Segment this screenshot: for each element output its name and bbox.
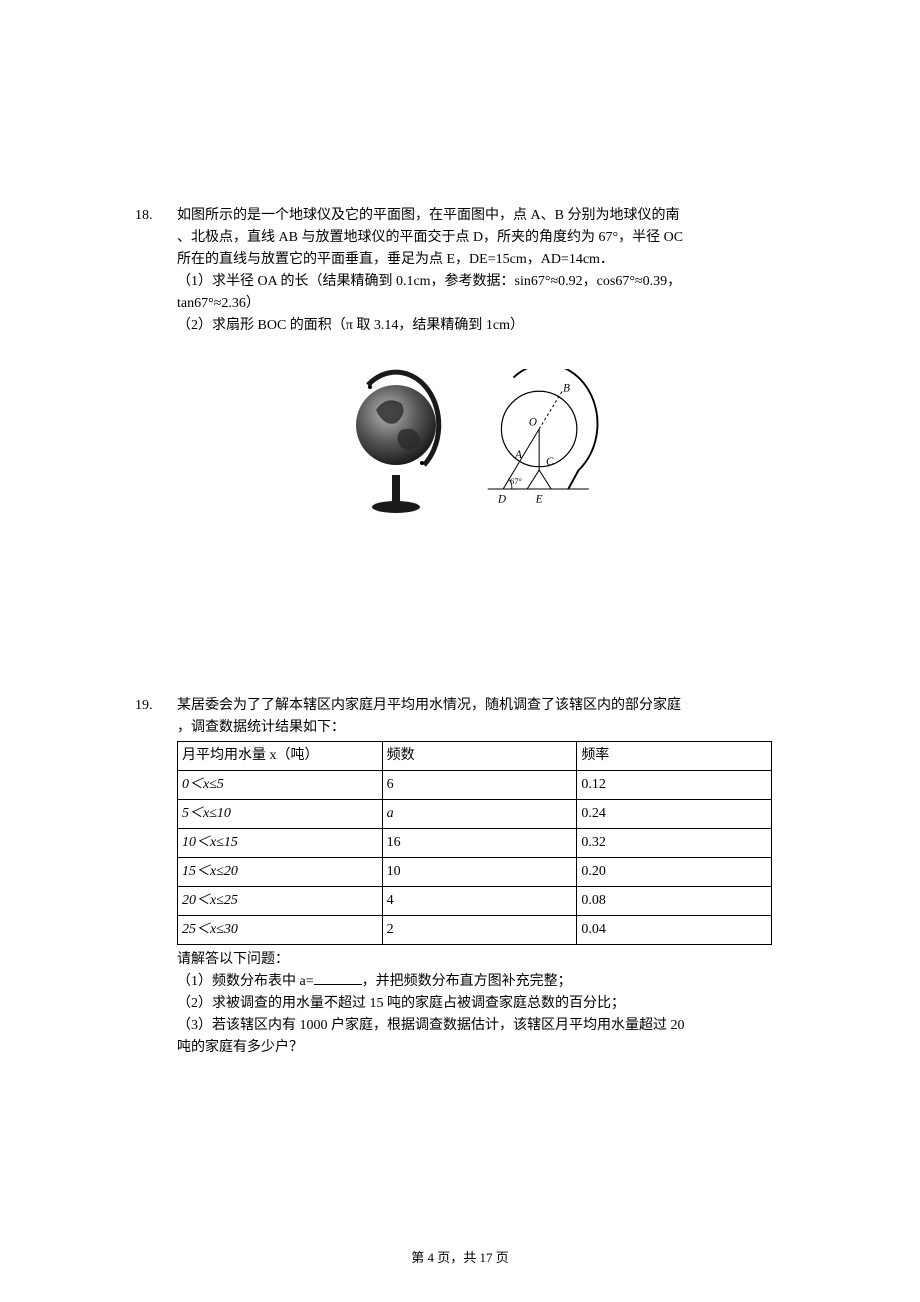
problem-19-body: 某居委会为了了解本辖区内家庭月平均用水情况，随机调查了该辖区内的部分家庭 ，调查… bbox=[177, 695, 775, 1059]
table-row: 20＜x≤25 4 0.08 bbox=[178, 887, 772, 916]
p19-after-5: 吨的家庭有多少户？ bbox=[177, 1037, 775, 1059]
p19-line-2: ，调查数据统计结果如下： bbox=[177, 717, 775, 739]
label-D: D bbox=[497, 494, 506, 506]
p19-after-1: 请解答以下问题： bbox=[177, 949, 775, 971]
problem-19: 19. 某居委会为了了解本辖区内家庭月平均用水情况，随机调查了该辖区内的部分家庭… bbox=[135, 695, 775, 1059]
frequency-table: 月平均用水量 x（吨） 频数 频率 0＜x≤5 6 0.12 5＜x≤10 a … bbox=[177, 741, 772, 945]
p19-after-4: （3）若该辖区内有 1000 户家庭，根据调查数据估计，该辖区月平均用水量超过 … bbox=[177, 1015, 775, 1037]
p19-line-1: 某居委会为了了解本辖区内家庭月平均用水情况，随机调查了该辖区内的部分家庭 bbox=[177, 695, 775, 717]
label-E: E bbox=[535, 494, 543, 506]
table-header-row: 月平均用水量 x（吨） 频数 频率 bbox=[178, 742, 772, 771]
p19-after-3: （2）求被调查的用水量不超过 15 吨的家庭占被调查家庭总数的百分比； bbox=[177, 993, 775, 1015]
problem-18: 18. 如图所示的是一个地球仪及它的平面图，在平面图中，点 A、B 分别为地球仪… bbox=[135, 205, 775, 515]
th-col1: 月平均用水量 x（吨） bbox=[178, 742, 383, 771]
globe-diagram-icon: B O A C D E 67° bbox=[486, 369, 606, 515]
p19-after-2-post: ，并把频数分布直方图补充完整； bbox=[362, 974, 572, 989]
th-col2: 频数 bbox=[382, 742, 577, 771]
globe-icon bbox=[346, 355, 446, 515]
p18-line-4: （1）求半径 OA 的长（结果精确到 0.1cm，参考数据：sin67°≈0.9… bbox=[177, 271, 775, 293]
blank-a bbox=[314, 971, 362, 985]
problem-18-body: 如图所示的是一个地球仪及它的平面图，在平面图中，点 A、B 分别为地球仪的南 、… bbox=[177, 205, 775, 515]
footer-mid: 页，共 bbox=[434, 1250, 480, 1265]
table-row: 25＜x≤30 2 0.04 bbox=[178, 916, 772, 945]
p19-after-2: （1）频数分布表中 a= ，并把频数分布直方图补充完整； bbox=[177, 971, 775, 993]
label-angle: 67° bbox=[510, 476, 522, 486]
label-B: B bbox=[563, 383, 570, 395]
p18-line-1: 如图所示的是一个地球仪及它的平面图，在平面图中，点 A、B 分别为地球仪的南 bbox=[177, 205, 775, 227]
label-C: C bbox=[546, 456, 554, 468]
table-row: 10＜x≤15 16 0.32 bbox=[178, 829, 772, 858]
p18-line-5: tan67°≈2.36） bbox=[177, 293, 775, 315]
p18-line-2: 、北极点，直线 AB 与放置地球仪的平面交于点 D，所夹的角度约为 67°，半径… bbox=[177, 227, 775, 249]
problem-19-number: 19. bbox=[135, 695, 177, 717]
problem-18-number: 18. bbox=[135, 205, 177, 227]
footer-suffix: 页 bbox=[493, 1250, 509, 1265]
table-row: 0＜x≤5 6 0.12 bbox=[178, 771, 772, 800]
label-A: A bbox=[514, 449, 522, 461]
footer-prefix: 第 bbox=[411, 1250, 427, 1265]
p19-after-2-pre: （1）频数分布表中 a= bbox=[177, 974, 314, 989]
p18-line-6: （2）求扇形 BOC 的面积（π 取 3.14，结果精确到 1cm） bbox=[177, 315, 775, 337]
table-row: 15＜x≤20 10 0.20 bbox=[178, 858, 772, 887]
page-footer: 第 4 页，共 17 页 bbox=[0, 1247, 920, 1266]
p18-line-3: 所在的直线与放置它的平面垂直，垂足为点 E，DE=15cm，AD=14cm． bbox=[177, 249, 775, 271]
vertical-spacer bbox=[135, 515, 775, 695]
p18-diagram-row: B O A C D E 67° bbox=[177, 355, 775, 515]
label-O: O bbox=[529, 417, 537, 429]
th-col3: 频率 bbox=[577, 742, 772, 771]
table-row: 5＜x≤10 a 0.24 bbox=[178, 800, 772, 829]
footer-total: 17 bbox=[480, 1250, 493, 1265]
